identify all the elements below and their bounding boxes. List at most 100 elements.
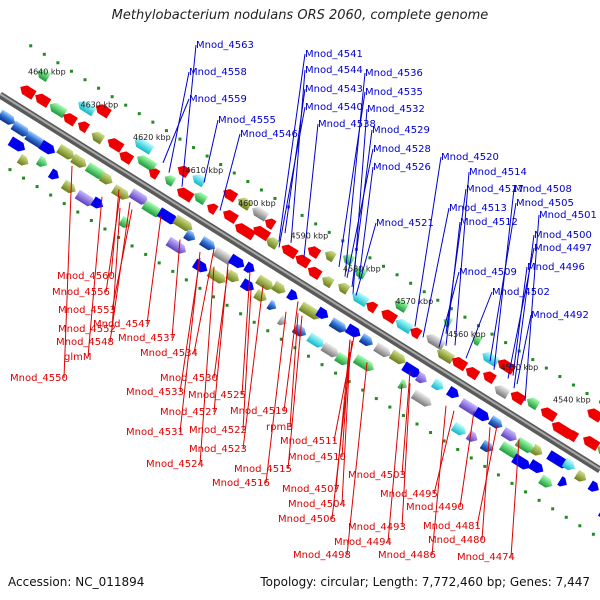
scale-dot — [252, 320, 256, 324]
gene-arrow — [47, 168, 59, 180]
leader-line — [422, 207, 450, 338]
leader-line — [387, 384, 403, 543]
leader-line — [510, 439, 520, 558]
scale-dot — [69, 69, 73, 73]
gene-arrow — [239, 278, 254, 292]
scale-dot — [89, 219, 93, 223]
gene-arrow — [526, 397, 541, 411]
leader-line — [355, 222, 377, 296]
leader-line — [278, 106, 306, 248]
gene-arrow — [78, 100, 97, 117]
gene-label: Mnod_4490 — [406, 502, 464, 513]
gene-arrow — [38, 139, 55, 155]
gene-arrow — [227, 253, 245, 269]
gene-label: Mnod_4522 — [189, 425, 247, 436]
gene-arrow — [266, 299, 277, 311]
gene-label: Mnod_4556 — [52, 287, 110, 298]
leader-line — [111, 207, 121, 330]
gene-arrow — [344, 323, 361, 338]
gene-arrow — [574, 469, 587, 482]
gene-arrow — [212, 246, 235, 265]
gene-arrow — [426, 333, 447, 351]
scale-dot — [76, 210, 80, 214]
gene-arrow — [352, 354, 374, 372]
scale-dot — [259, 188, 263, 192]
leader-line — [303, 123, 319, 258]
gene-arrow — [35, 93, 52, 108]
gene-label: Mnod_4553 — [58, 305, 116, 316]
scale-dot — [246, 179, 250, 183]
scale-dot — [429, 431, 433, 435]
gene-label: Mnod_4521 — [376, 218, 434, 229]
gene-arrow — [91, 131, 106, 145]
gene-label: Mnod_4507 — [282, 484, 340, 495]
leader-line — [346, 362, 368, 556]
gene-label: Mnod_4533 — [126, 387, 184, 398]
scale-dot — [56, 61, 60, 65]
gene-arrow — [16, 154, 29, 166]
gene-arrow — [465, 367, 481, 381]
scale-dot — [463, 315, 467, 319]
gene-label: Mnod_4494 — [334, 537, 392, 548]
scale-dot — [327, 230, 331, 234]
scale-dot — [225, 303, 229, 307]
gene-arrow — [514, 436, 534, 454]
scale-dot — [124, 103, 128, 107]
leader-line — [344, 72, 366, 277]
gene-arrow — [450, 421, 466, 436]
gene-label: Mnod_4526 — [373, 162, 431, 173]
leader-line — [278, 53, 306, 242]
scale-dot — [8, 168, 12, 172]
scale-label: 4610 kbp — [186, 166, 224, 175]
scale-dot — [334, 371, 338, 375]
genome-stats-text: Topology: circular; Length: 7,772,460 bp… — [260, 575, 590, 589]
gene-label: Mnod_4515 — [234, 464, 292, 475]
scale-dot — [157, 261, 161, 265]
scale-dot — [442, 439, 446, 443]
scale-dot — [483, 464, 487, 468]
leader-line — [287, 315, 303, 470]
gene-arrow — [530, 443, 543, 456]
scale-dot — [456, 447, 460, 451]
scale-dot — [29, 44, 33, 48]
gene-arrow — [134, 138, 155, 155]
gene-arrow — [128, 188, 149, 205]
scale-dot — [510, 481, 514, 485]
scale-label: 4540 kbp — [553, 396, 591, 405]
gene-arrow — [307, 246, 322, 259]
gene-arrow — [223, 189, 239, 203]
gene-label: Mnod_4502 — [492, 287, 550, 298]
scale-dot — [306, 354, 310, 358]
gene-arrow — [373, 342, 391, 358]
leader-line — [199, 266, 215, 465]
gene-arrow — [148, 168, 161, 180]
leader-line — [493, 188, 515, 370]
gene-arrow — [98, 171, 113, 185]
gene-label: Mnod_4514 — [469, 167, 527, 178]
scale-label: 4580 kbp — [343, 264, 381, 273]
gene-arrow — [358, 333, 373, 347]
gene-arrow — [199, 235, 216, 251]
scale-dot — [205, 154, 209, 158]
gene-arrow — [446, 386, 459, 399]
scale-dot — [266, 329, 270, 333]
gene-arrow — [78, 121, 91, 134]
scale-dot — [192, 146, 196, 150]
gene-arrow — [510, 391, 527, 406]
gene-label: Mnod_4492 — [531, 310, 589, 321]
scale-dot — [388, 405, 392, 409]
gene-arrow — [266, 237, 280, 250]
scale-dot — [409, 281, 413, 285]
gene-arrow — [265, 218, 277, 230]
scale-dot — [211, 295, 215, 299]
leader-line — [290, 69, 306, 243]
gene-arrow — [540, 407, 558, 423]
scale-dot — [198, 286, 202, 290]
gene-arrow — [322, 276, 335, 289]
gene-label: Mnod_4509 — [459, 267, 517, 278]
gene-arrow — [60, 179, 76, 194]
scale-labels: 4640 kbp 4630 kbp 4620 kbp 4610 kbp 4600 kbp… — [28, 68, 591, 405]
scale-dot — [558, 375, 562, 379]
leader-line — [162, 98, 190, 164]
gene-arrow — [20, 85, 37, 100]
